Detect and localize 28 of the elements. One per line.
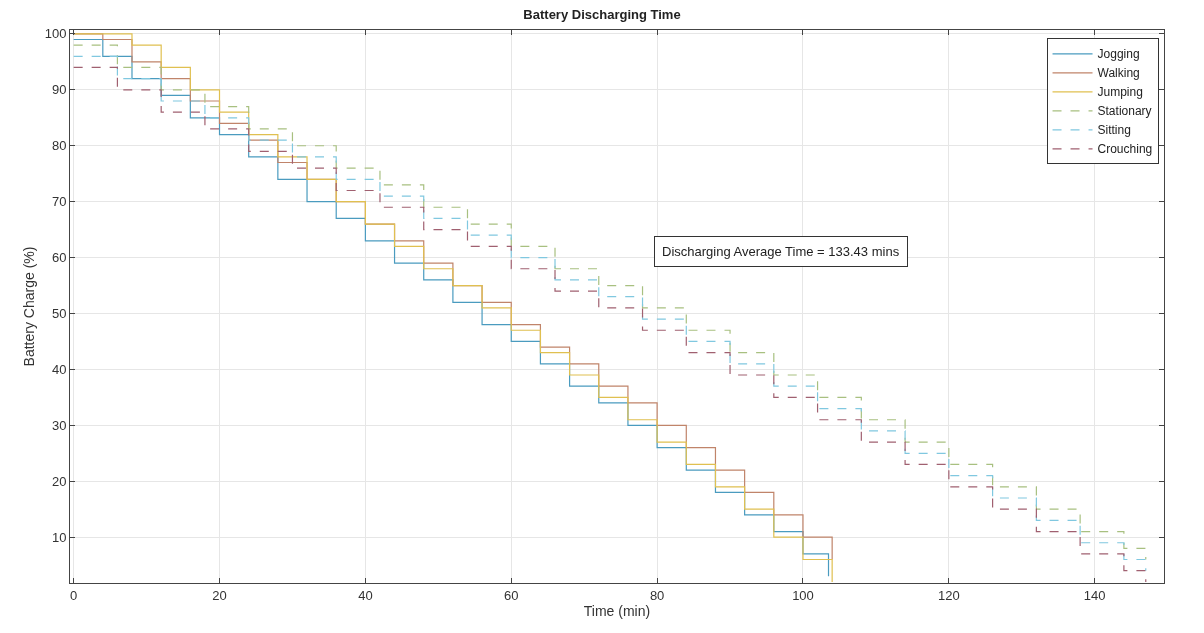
x-tick-label: 80 [649,587,665,603]
y-tick-label: 10 [51,529,67,545]
x-axis-title: Time (min) [583,602,651,619]
x-tick-label: 100 [792,587,814,603]
y-tick-label: 50 [51,306,67,322]
y-tick-label: 40 [51,361,67,377]
legend-label: Crouching [1097,142,1153,157]
x-tick-label: 140 [1083,587,1106,603]
legend-label: Jogging [1097,47,1140,62]
y-tick-label: 90 [51,82,67,98]
y-tick-label: 20 [51,473,67,489]
chart-title: Battery Discharging Time [523,6,681,22]
x-tick-label: 20 [212,587,227,603]
y-tick-label: 80 [51,138,67,154]
x-tick-label: 40 [358,587,373,603]
x-tick-label: 60 [504,587,519,603]
y-tick-label: 60 [51,250,67,266]
y-tick-label: 100 [44,26,67,42]
legend-label: Jumping [1097,85,1143,100]
legend-label: Walking [1097,66,1140,81]
x-tick-label: 120 [938,587,960,603]
y-tick-label: 70 [51,194,67,210]
y-axis-title: Battery Charge (%) [21,246,38,367]
y-tick-label: 30 [51,417,67,433]
legend-label: Sitting [1097,123,1131,138]
annotation: Discharging Average Time = 133.43 mins [662,244,900,259]
x-tick-label: 0 [70,587,78,603]
legend-label: Stationary [1097,104,1152,119]
